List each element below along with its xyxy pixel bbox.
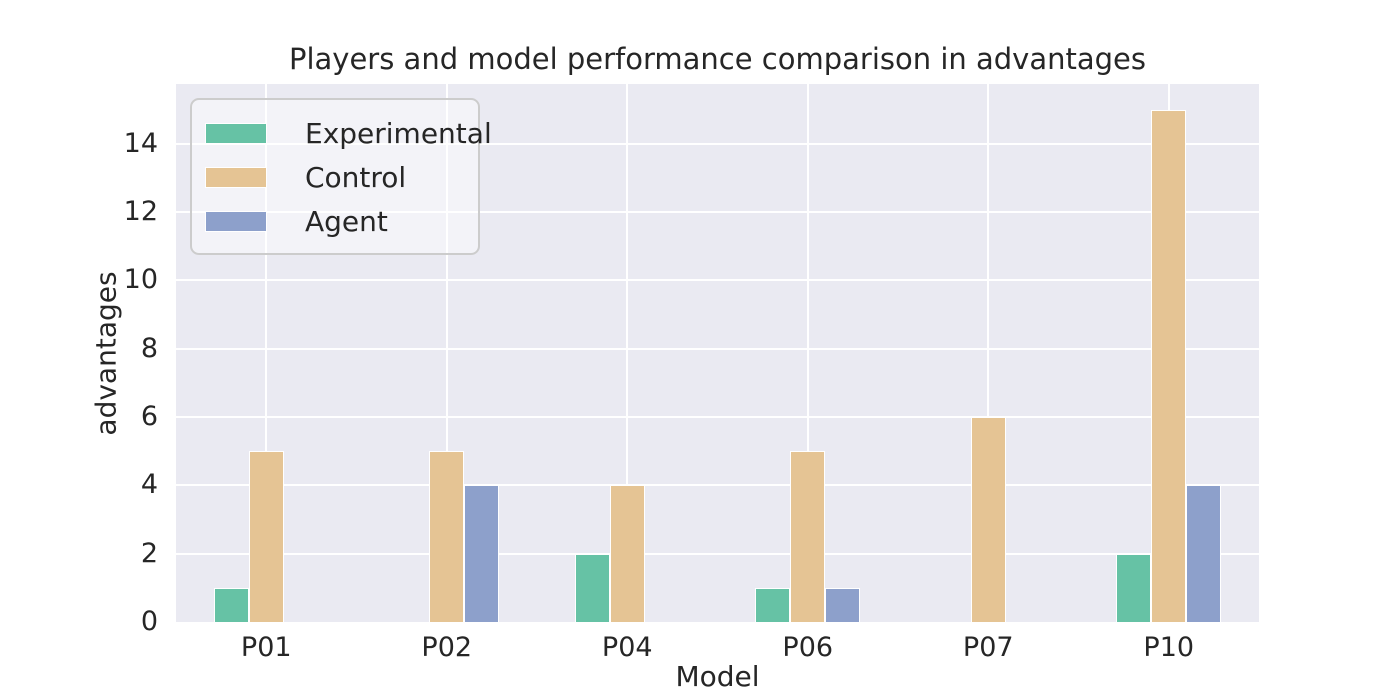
x-tick-P06: P06 — [782, 632, 834, 663]
legend-swatch-experimental — [205, 122, 267, 144]
bar-experimental-P10 — [1116, 553, 1152, 622]
y-tick-14: 14 — [123, 127, 158, 159]
gridline-x-P01 — [265, 84, 268, 622]
y-tick-4: 4 — [140, 469, 158, 501]
gridline-x-P04 — [626, 84, 629, 622]
bar-agent-P02 — [464, 485, 500, 622]
bar-experimental-P04 — [574, 553, 610, 622]
gridline-y-12 — [176, 211, 1259, 214]
y-tick-2: 2 — [140, 537, 158, 569]
bar-control-P02 — [429, 451, 465, 622]
bar-control-P07 — [970, 417, 1006, 622]
x-tick-P02: P02 — [421, 632, 473, 663]
plot-area — [176, 84, 1259, 622]
legend-swatch-agent — [205, 210, 267, 232]
gridline-y-10 — [176, 279, 1259, 282]
gridline-x-P07 — [987, 84, 990, 622]
x-axis-label: Model — [675, 660, 760, 693]
gridline-y-6 — [176, 416, 1259, 419]
chart-title: Players and model performance comparison… — [288, 42, 1146, 76]
bar-control-P10 — [1151, 109, 1187, 622]
gridline-x-P02 — [445, 84, 448, 622]
gridline-y-14 — [176, 142, 1259, 145]
gridline-y-4 — [176, 484, 1259, 487]
legend-label-control: Control — [305, 160, 407, 194]
legend-item-agent: Agent — [205, 199, 478, 243]
bar-experimental-P01 — [213, 587, 249, 622]
bar-agent-P10 — [1186, 485, 1222, 622]
legend-item-experimental: Experimental — [205, 111, 492, 155]
y-tick-0: 0 — [140, 606, 158, 637]
y-tick-6: 6 — [140, 401, 158, 433]
x-tick-P07: P07 — [962, 632, 1014, 663]
y-tick-12: 12 — [123, 196, 158, 228]
bar-control-P01 — [248, 451, 284, 622]
bar-agent-P06 — [825, 587, 861, 622]
legend: Experimental Control Agent — [190, 98, 492, 255]
gridline-y-2 — [176, 552, 1259, 555]
gridline-y-8 — [176, 347, 1259, 350]
bar-experimental-P06 — [755, 587, 791, 622]
bar-control-P04 — [609, 485, 645, 622]
x-tick-P10: P10 — [1143, 632, 1195, 663]
y-tick-8: 8 — [140, 332, 158, 364]
y-tick-10: 10 — [123, 264, 158, 296]
legend-item-control: Control — [205, 155, 478, 199]
x-tick-P01: P01 — [240, 632, 292, 663]
bar-control-P06 — [790, 451, 826, 622]
x-tick-P04: P04 — [601, 632, 653, 663]
legend-swatch-control — [205, 166, 267, 188]
gridline-x-P06 — [806, 84, 809, 622]
legend-label-experimental: Experimental — [305, 116, 492, 150]
legend-label-agent: Agent — [305, 204, 388, 238]
